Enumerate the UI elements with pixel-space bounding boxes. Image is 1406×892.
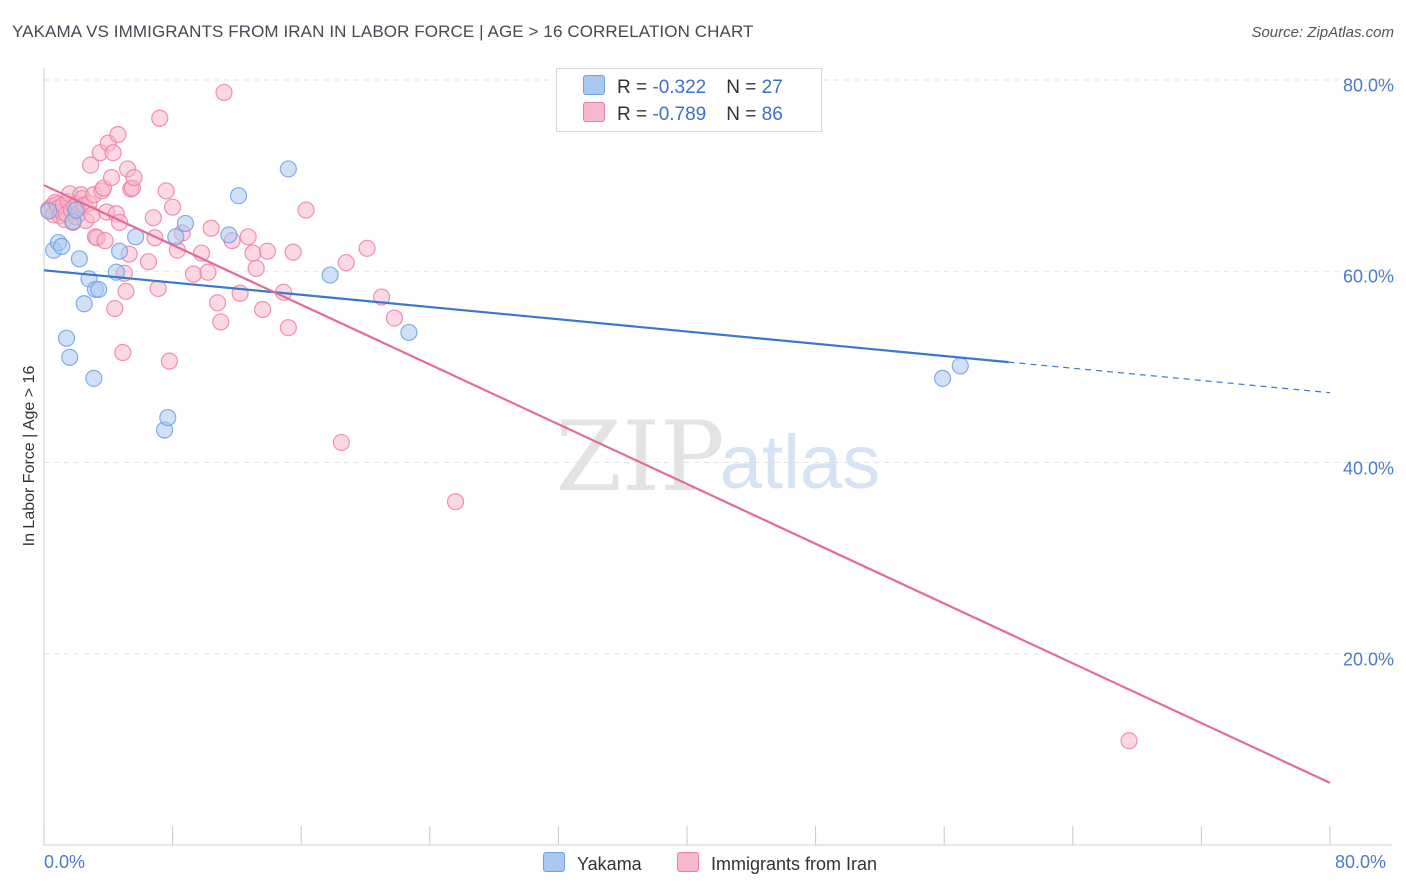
iran-point [102,168,121,187]
bottom-legend-label: Yakama [577,854,642,874]
iran-point [125,168,143,187]
y-tick-label: 40.0% [1342,458,1394,478]
yakama-point [70,250,88,268]
yakama-point [53,237,71,255]
legend-r-label: R = [617,104,653,125]
iran-point [149,279,167,298]
yakama-point [67,201,85,219]
legend-n-label: N = [726,77,762,98]
source-label: Source: ZipAtlas.com [1251,24,1394,41]
iran-point [337,254,355,272]
iran-point [279,319,297,337]
legend-n-label: N = [726,104,762,125]
iran-point [1120,732,1138,750]
legend-n-value: 27 [761,77,783,98]
iran-point [114,343,132,362]
iran-point [109,125,127,144]
iran-point [117,282,135,300]
iran-point [160,352,178,370]
watermark-atlas: atlas [720,420,881,505]
yakama-point [321,266,339,284]
iran-point [139,253,158,271]
iran-point [247,259,265,277]
iran-point [332,433,350,452]
iran-point [82,156,100,174]
iran-point [96,232,114,250]
gridlines [44,79,1392,655]
iran-point [157,182,175,200]
yakama-point [85,369,103,387]
legend-row-yakama: R = -0.322 N = 27 [583,75,783,99]
legend-n-value: 86 [761,104,783,125]
iran-point [385,309,404,327]
axes [43,68,1392,846]
bottom-legend-label: Immigrants from Iran [711,854,878,874]
iran-point [358,239,376,257]
yakama-point [279,160,297,178]
iran-point [209,294,227,312]
yakama-point [159,408,177,427]
iran-point [284,243,302,261]
yakama-point [90,280,108,299]
yakama-point [229,187,248,205]
iran-point [199,263,217,281]
yakama-trend-extension [1008,361,1331,394]
iran-point [258,242,277,260]
yakama-point [110,242,129,260]
iran-point [144,209,162,227]
yakama-point [75,295,93,313]
bottom-legend-iran: Immigrants from Iran [677,852,877,875]
yakama-point [57,329,76,347]
legend-r-label: R = [617,77,653,98]
iran-point [151,109,169,127]
yakama-point [61,348,79,366]
iran-point [446,493,465,511]
yakama-point [220,226,238,244]
iran-point [212,313,230,331]
x-tick-min: 0.0% [44,852,86,872]
iran-point [254,300,272,319]
x-tick-max: 80.0% [1335,852,1387,872]
legend-r-value: -0.789 [652,104,707,125]
correlation-legend: R = -0.322 N = 27 R = -0.789 N = 86 [556,68,822,132]
y-tick-label: 20.0% [1342,649,1394,670]
iran-point [106,299,124,318]
chart-title: YAKAMA VS IMMIGRANTS FROM IRAN IN LABOR … [12,22,754,41]
watermark: ZIP atlas [555,401,880,513]
legend-row-iran: R = -0.789 N = 86 [583,102,783,126]
iran-point [215,83,233,102]
yakama-point [40,202,58,220]
iran-point [184,265,203,283]
watermark-zip: ZIP [555,401,724,513]
iran-point [244,244,262,262]
y-tick-label: 80.0% [1342,75,1394,96]
legend-swatch-iran [583,102,605,122]
iran-point [239,228,257,246]
iran-point [297,201,315,219]
yakama-trend-line [43,269,1009,364]
bottom-swatch-yakama [543,852,565,872]
yakama-point [176,214,195,233]
iran-trend-line [43,184,1331,784]
bottom-swatch-iran [677,852,699,872]
yakama-point [400,323,418,342]
yakama-point [933,369,952,387]
legend-r-value: -0.322 [652,77,707,98]
y-tick-label: 60.0% [1342,266,1394,287]
bottom-legend-yakama: Yakama [543,852,642,875]
yakama-point [951,357,969,375]
yakama-point [167,228,185,246]
iran-point [164,198,182,216]
legend-swatch-yakama [583,75,605,95]
iran-point [104,144,122,162]
iran-point [202,219,220,237]
